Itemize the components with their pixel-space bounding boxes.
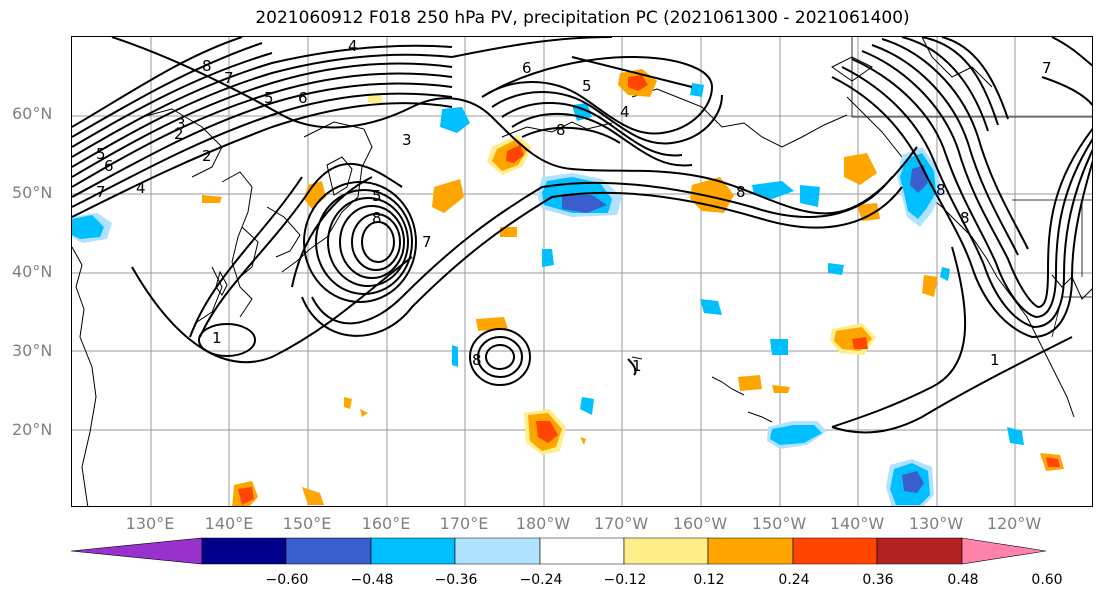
contour-label: 5	[372, 187, 382, 205]
contour-label: 2	[174, 125, 184, 143]
contour-label: 8	[736, 183, 746, 201]
colorbar-segment	[623, 537, 709, 565]
colorbar-tick: 0.48	[947, 572, 979, 588]
colorbar-segment	[961, 537, 1047, 565]
colorbar-tick: 0.24	[778, 572, 810, 588]
colorbar-segment	[707, 537, 794, 565]
lon-label-160e: 160°E	[361, 514, 411, 533]
contour-label: 4	[136, 179, 146, 197]
contour-label: 7	[1042, 59, 1052, 77]
contour-labels: 8 7 6 5 4 3 2 5 6 7 4 2 3 8 7 6 5 4 8 5 …	[96, 37, 1052, 375]
colorbar-tick: −0.24	[519, 572, 563, 588]
lon-label-130e: 130°E	[125, 514, 175, 533]
contour-label: 8	[472, 351, 482, 369]
colorbar-segment	[285, 537, 372, 565]
colorbar-tick: −0.36	[434, 572, 478, 588]
colorbar-segment	[792, 537, 878, 565]
contour-label: 5	[264, 89, 274, 107]
lon-label-160w: 160°W	[672, 514, 728, 533]
precip-shading	[72, 69, 1064, 506]
lat-label-20n: 20°N	[12, 420, 53, 439]
colorbar-tick: 0.36	[862, 572, 894, 588]
lon-label-130w: 130°W	[908, 514, 964, 533]
contour-label: 3	[176, 115, 186, 133]
colorbar-segment	[876, 537, 963, 565]
lon-label-120w: 120°W	[986, 514, 1042, 533]
colorbar-tick: −0.48	[350, 572, 394, 588]
colorbar-tick: 0.12	[693, 572, 725, 588]
colorbar-segments	[70, 537, 1047, 565]
colorbar-segment	[70, 537, 203, 565]
lon-label-150w: 150°W	[751, 514, 807, 533]
contour-label: 6	[104, 157, 114, 175]
contour-label: 4	[348, 37, 358, 55]
contour-label: 8	[202, 57, 212, 75]
lon-label-180w: 180°W	[515, 514, 571, 533]
lon-label-140e: 140°E	[204, 514, 254, 533]
contour-label: 3	[402, 131, 412, 149]
map-title: 2021060912 F018 250 hPa PV, precipitatio…	[255, 8, 910, 28]
contour-label: 7	[224, 69, 234, 87]
contour-label: 5	[582, 77, 592, 95]
contour-label: 1	[632, 357, 642, 375]
lat-label-50n: 50°N	[12, 183, 53, 202]
lat-label-30n: 30°N	[12, 341, 53, 360]
lat-label-40n: 40°N	[12, 262, 53, 281]
contour-label: 6	[522, 59, 532, 77]
contour-label: 7	[422, 233, 432, 251]
colorbar-segment	[370, 537, 456, 565]
colorbar-segment	[539, 537, 625, 565]
colorbar-tick: −0.12	[603, 572, 647, 588]
contour-label: 1	[212, 329, 222, 347]
contour-label: 1	[990, 351, 1000, 369]
colorbar-tick: 0.60	[1031, 572, 1063, 588]
lat-label-60n: 60°N	[12, 104, 53, 123]
colorbar-tick: −0.60	[265, 572, 309, 588]
contour-label: 4	[620, 103, 630, 121]
contour-label: 5	[96, 145, 106, 163]
map-canvas: 8 7 6 5 4 3 2 5 6 7 4 2 3 8 7 6 5 4 8 5 …	[72, 37, 1092, 506]
lon-label-170e: 170°E	[439, 514, 489, 533]
lon-label-170w: 170°W	[593, 514, 649, 533]
colorbar-segment	[454, 537, 541, 565]
contour-label: 8	[960, 209, 970, 227]
contour-label: 8	[936, 181, 946, 199]
colorbar-segment	[201, 537, 287, 565]
pv-contours	[72, 37, 1092, 434]
lon-label-150e: 150°E	[282, 514, 332, 533]
lon-label-140w: 140°W	[829, 514, 885, 533]
contour-label: 7	[96, 183, 106, 201]
contour-label: 8	[372, 209, 382, 227]
contour-label: 6	[298, 89, 308, 107]
map-panel: 8 7 6 5 4 3 2 5 6 7 4 2 3 8 7 6 5 4 8 5 …	[71, 36, 1093, 507]
contour-label: 2	[202, 147, 212, 165]
contour-label: 8	[556, 121, 566, 139]
colorbar	[70, 537, 1047, 565]
